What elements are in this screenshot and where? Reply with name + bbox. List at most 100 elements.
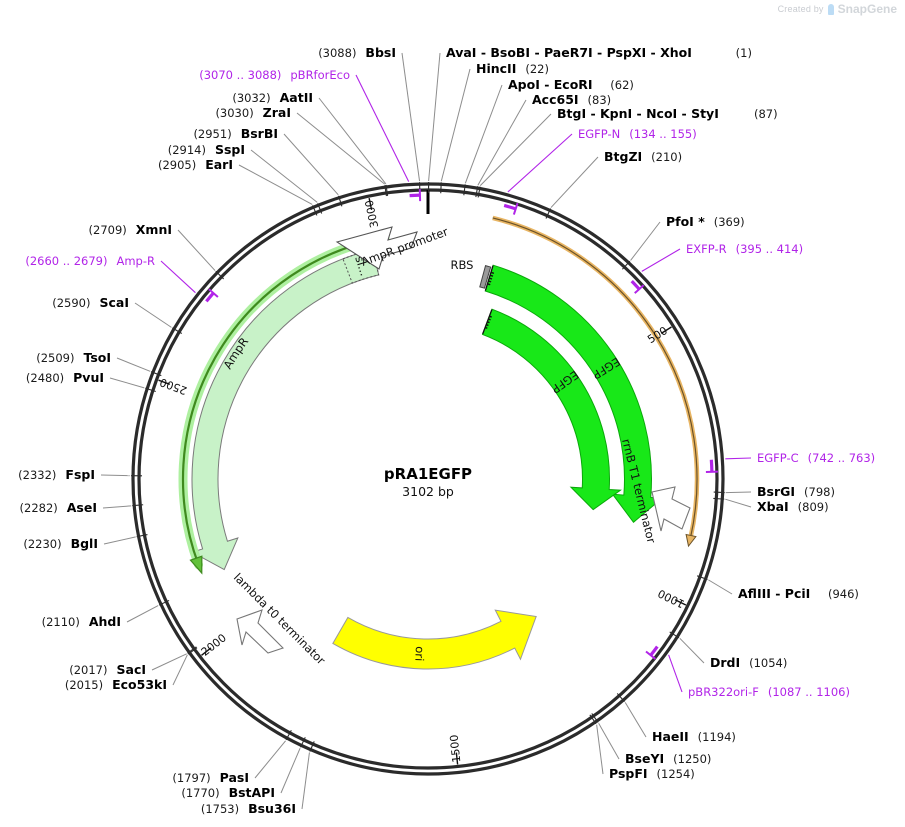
label-name: XbaI [757,499,789,514]
enzyme-site-label[interactable]: PspFI (1254) [609,766,695,781]
enzyme-site-label[interactable]: HaeII (1194) [652,729,736,744]
enzyme-site-label[interactable]: BsrBI (2951) [193,126,278,141]
feature-ampr[interactable] [190,248,380,571]
label-position: (395 .. 414) [736,242,804,256]
label-position: (2509) [36,351,74,365]
enzyme-site-label[interactable]: DrdI (1054) [710,655,787,670]
enzyme-site-label[interactable]: SspI (2914) [168,142,245,157]
enzyme-site-label[interactable]: AatII (3032) [232,90,313,105]
enzyme-site-label[interactable]: ScaI (2590) [52,295,129,310]
feature-lambda-t0-terminator[interactable] [236,609,285,654]
label-position: (1797) [172,771,210,785]
enzyme-site-label[interactable]: ZraI (3030) [215,105,291,120]
leader-line [477,99,527,186]
label-position: (62) [610,78,634,92]
enzyme-site-label[interactable]: BglI (2230) [23,536,98,551]
feature-rbs[interactable] [479,265,492,289]
enzyme-site-label[interactable]: HincII (22) [476,61,549,76]
primer-label[interactable]: EGFP-C (742 .. 763) [757,451,875,465]
leader-line [238,164,313,205]
enzyme-site-label[interactable]: Eco53kI (2015) [65,677,167,692]
enzyme-site-label[interactable]: Acc65I (83) [532,92,611,107]
label-position: (3030) [215,106,253,120]
enzyme-site-marker [338,195,343,207]
label-name: ApoI - EcoRI [508,77,593,92]
map-labels[interactable]: AvaI - BsoBI - PaeR7I - PspXI - XhoI (1) H… [18,45,875,816]
feature-ori[interactable] [332,609,537,670]
label-position: (2230) [23,537,61,551]
primer-label[interactable]: pBR322ori-F (1087 .. 1106) [688,685,850,699]
primer-label[interactable]: EGFP-N (134 .. 155) [578,127,697,141]
feature-signal-peptide[interactable] [342,248,380,284]
label-name: XmnI [136,222,172,237]
enzyme-site-label[interactable]: ApoI - EcoRI (62) [508,77,634,92]
feature-rrnb-t1-terminator[interactable] [651,486,691,532]
enzyme-site-label[interactable]: BtgZI (210) [604,149,682,164]
enzyme-site-label[interactable]: Bsu36I (1753) [201,801,296,816]
enzyme-site-label[interactable]: BseYI (1250) [625,751,711,766]
primer-label[interactable]: EXFP-R (395 .. 414) [686,242,803,256]
site-markers [131,181,725,752]
label-position: (87) [754,107,778,121]
leader-line [160,260,196,294]
enzyme-site-label[interactable]: PfoI * (369) [666,214,745,229]
enzyme-site-marker [669,631,680,639]
enzyme-site-label[interactable]: XbaI (809) [757,499,829,514]
label-name: BtgZI [604,149,642,164]
feature-ampr-promoter[interactable] [335,226,418,270]
leader-line [100,474,131,477]
enzyme-site-marker [172,327,183,334]
label-name: AhdI [89,614,121,629]
enzyme-site-label[interactable]: BstAPI (1770) [181,785,275,800]
label-position: (1254) [657,767,695,781]
page-title: pRA1EGFP [384,465,472,483]
leader-line [301,752,310,810]
feature-label-ori: ori [412,646,427,662]
enzyme-site-label[interactable]: TsoI (2509) [36,350,111,365]
feature-egfp-inner[interactable] [481,308,622,511]
label-name: HincII [476,61,516,76]
label-name: AflIII - PciI [738,586,810,601]
enzyme-site-marker [713,491,725,494]
leader-line [624,702,647,738]
enzyme-site-label[interactable]: FspI (2332) [18,467,95,482]
leader-line [464,84,503,184]
enzyme-site-label[interactable]: AvaI - BsoBI - PaeR7I - PspXI - XhoI (1) [446,45,752,60]
enzyme-site-label[interactable]: AflIII - PciI (946) [738,586,859,601]
snapgene-logo-icon [827,3,834,15]
enzyme-site-label[interactable]: AseI (2282) [20,500,97,515]
label-name: TsoI [83,350,111,365]
label-position: (809) [798,500,829,514]
enzyme-site-label[interactable]: PvuI (2480) [26,370,104,385]
enzyme-site-label[interactable]: AhdI (2110) [42,614,121,629]
leader-line [479,113,552,186]
enzyme-site-label[interactable]: XmnI (2709) [89,222,172,237]
label-name: AvaI - BsoBI - PaeR7I - PspXI - XhoI [446,45,692,60]
enzyme-site-label[interactable]: BtgI - KpnI - NcoI - StyI (87) [557,106,778,121]
enzyme-site-label[interactable]: PasI (1797) [172,770,249,785]
label-position: (2110) [42,615,80,629]
enzyme-site-label[interactable]: SacI (2017) [69,662,146,677]
enzyme-site-label[interactable]: BsrGI (798) [757,484,835,499]
primer-label[interactable]: Amp-R (2660 .. 2679) [25,254,155,268]
primer-label[interactable]: pBRforEco (3070 .. 3088) [199,68,350,82]
feature-egfp-outer[interactable] [484,264,664,524]
enzyme-site-label[interactable]: BbsI (3088) [318,45,396,60]
label-position: (2590) [52,296,90,310]
plasmid-center-title: pRA1EGFP 3102 bp [384,465,472,499]
leader-line [440,68,471,182]
label-position: (3070 .. 3088) [199,68,281,82]
leader-line [126,605,159,623]
label-name: BsrBI [241,126,278,141]
enzyme-site-marker [477,186,481,198]
enzyme-site-label[interactable]: EarI (2905) [158,157,233,172]
label-name: BtgI - KpnI - NcoI - StyI [557,106,719,121]
leader-line [550,156,599,208]
primer-marker[interactable] [709,459,714,472]
leader-line [630,221,661,261]
enzyme-site-marker [475,186,479,198]
leader-line [250,149,318,203]
primer-marker[interactable] [503,203,517,211]
